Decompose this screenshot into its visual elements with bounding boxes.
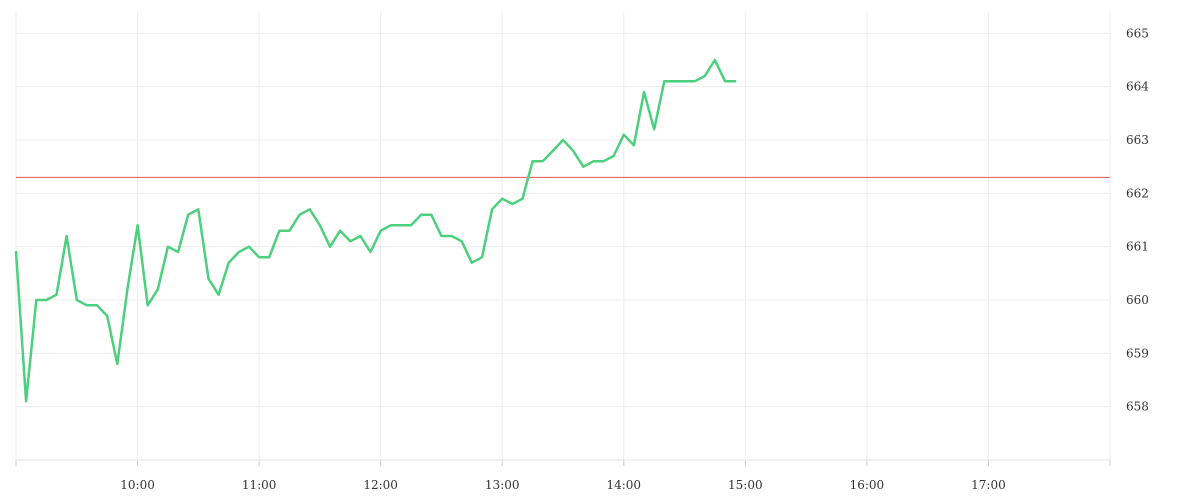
x-tick-label: 11:00 (242, 478, 277, 492)
x-axis-tick-labels: 10:00 11:00 12:00 13:00 14:00 15:00 16:00 17:00 (120, 478, 1005, 492)
price-series-line (14, 58, 737, 403)
x-tick-label: 15:00 (728, 478, 763, 492)
y-axis-tick-labels: 658 659 660 661 662 663 664 665 (1126, 26, 1149, 413)
x-tick-label: 13:00 (485, 478, 520, 492)
x-tick-label: 14:00 (606, 478, 641, 492)
y-tick-label: 658 (1126, 400, 1149, 414)
y-tick-label: 660 (1126, 293, 1149, 307)
y-tick-label: 659 (1126, 346, 1149, 360)
grid (15, 12, 1111, 460)
y-tick-label: 662 (1126, 186, 1149, 200)
x-tick-label: 16:00 (850, 478, 885, 492)
x-tick-label: 17:00 (971, 478, 1006, 492)
x-tick-label: 12:00 (363, 478, 398, 492)
series-layer (14, 58, 737, 403)
y-tick-label: 665 (1126, 26, 1149, 40)
y-tick-label: 664 (1126, 80, 1149, 94)
axes (15, 459, 1111, 466)
y-tick-label: 663 (1126, 133, 1149, 147)
x-tick-label: 10:00 (120, 478, 155, 492)
y-tick-label: 661 (1126, 240, 1149, 254)
